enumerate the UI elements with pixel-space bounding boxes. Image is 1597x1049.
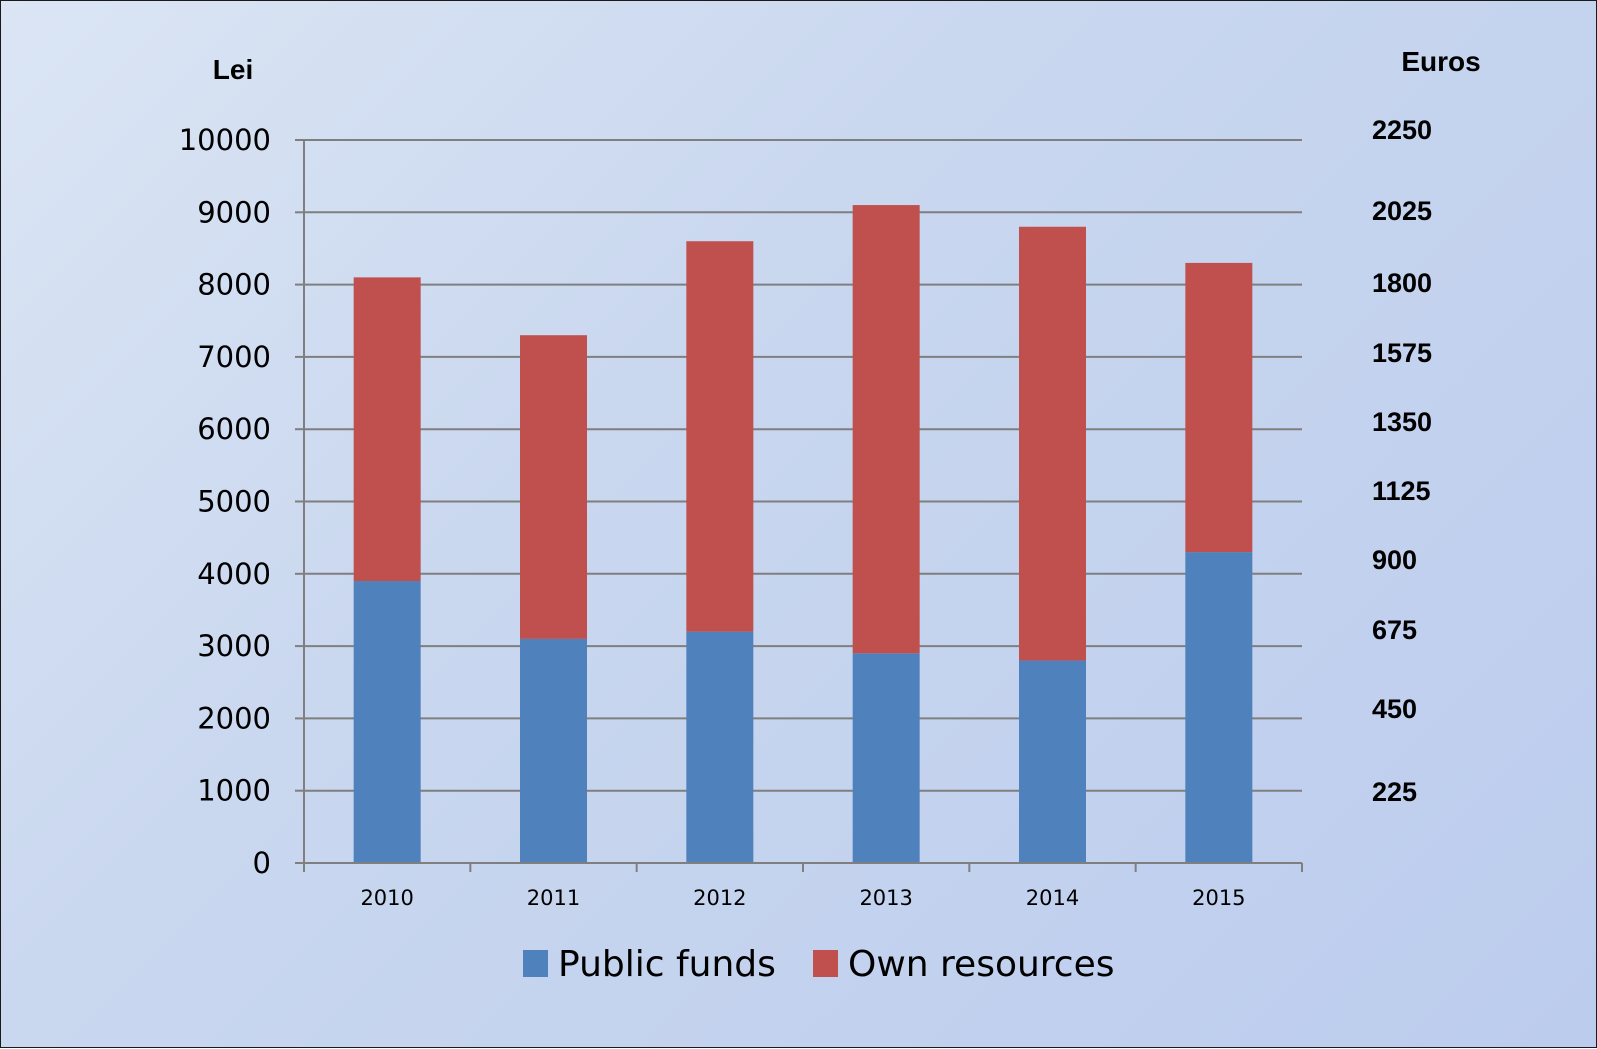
legend-swatch-own-resources (813, 950, 838, 977)
left-axis-tick-label: 10000 (179, 123, 271, 157)
bar-own-resources-2015 (1185, 262, 1253, 553)
category-label: 2014 (1026, 886, 1079, 910)
category-label: 2012 (693, 886, 746, 910)
bar-public-funds-2014 (1019, 660, 1086, 863)
bar-public-funds-2010 (353, 581, 421, 863)
category-label: 2013 (859, 886, 912, 910)
left-axis-ticks: 0 1000 2000 3000 4000 5000 6000 7000 8000 9000 100… (179, 123, 271, 880)
right-axis-tick-label: 225 (1372, 777, 1417, 807)
bars (353, 205, 1253, 863)
legend: Public funds Own resources (523, 944, 1115, 985)
right-axis-tick-label: 675 (1372, 615, 1417, 645)
axes (295, 139, 1303, 872)
left-axis-tick-label: 3000 (197, 629, 271, 663)
category-label: 2011 (527, 886, 580, 910)
left-axis-tick-label: 2000 (197, 701, 271, 735)
right-axis-tick-label: 2250 (1372, 115, 1432, 145)
right-axis-ticks: 225 450 675 900 1125 1350 1575 1800 2025 2250 (1372, 115, 1432, 807)
bar-own-resources-2014 (1019, 226, 1086, 661)
bar-public-funds-2013 (852, 653, 920, 863)
category-labels: 2010 2011 2012 2013 2014 2015 (360, 886, 1245, 910)
right-axis-tick-label: 1800 (1372, 268, 1432, 298)
left-axis-tick-label: 9000 (197, 195, 271, 229)
bar-public-funds-2012 (686, 631, 754, 863)
legend-label: Public funds (558, 944, 776, 985)
right-axis-tick-label: 900 (1372, 545, 1417, 575)
left-axis-tick-label: 0 (253, 846, 271, 880)
right-axis-tick-label: 1125 (1372, 476, 1431, 506)
category-label: 2010 (360, 886, 413, 910)
left-axis-unit-label: Lei (213, 54, 253, 85)
bar-own-resources-2011 (520, 335, 587, 639)
right-axis-tick-label: 1350 (1372, 407, 1432, 437)
legend-swatch-public-funds (523, 950, 548, 977)
right-axis-unit-label: Euros (1401, 46, 1480, 77)
right-axis-tick-label: 450 (1372, 694, 1417, 724)
right-axis-tick-label: 1575 (1372, 338, 1432, 368)
left-axis-tick-label: 4000 (197, 557, 271, 591)
right-axis-tick-label: 2025 (1372, 196, 1432, 226)
left-axis-tick-label: 5000 (197, 485, 271, 519)
category-label: 2015 (1192, 886, 1245, 910)
left-axis-tick-label: 1000 (197, 774, 271, 808)
bar-public-funds-2015 (1185, 552, 1253, 863)
left-axis-tick-label: 8000 (197, 268, 271, 302)
bar-own-resources-2012 (686, 241, 754, 632)
left-axis-tick-label: 6000 (197, 412, 271, 446)
bar-own-resources-2010 (353, 277, 421, 582)
legend-label: Own resources (848, 944, 1115, 985)
left-axis-tick-label: 7000 (197, 340, 271, 374)
bar-public-funds-2011 (520, 638, 587, 863)
bar-own-resources-2013 (852, 205, 920, 654)
gridlines (304, 139, 1302, 792)
